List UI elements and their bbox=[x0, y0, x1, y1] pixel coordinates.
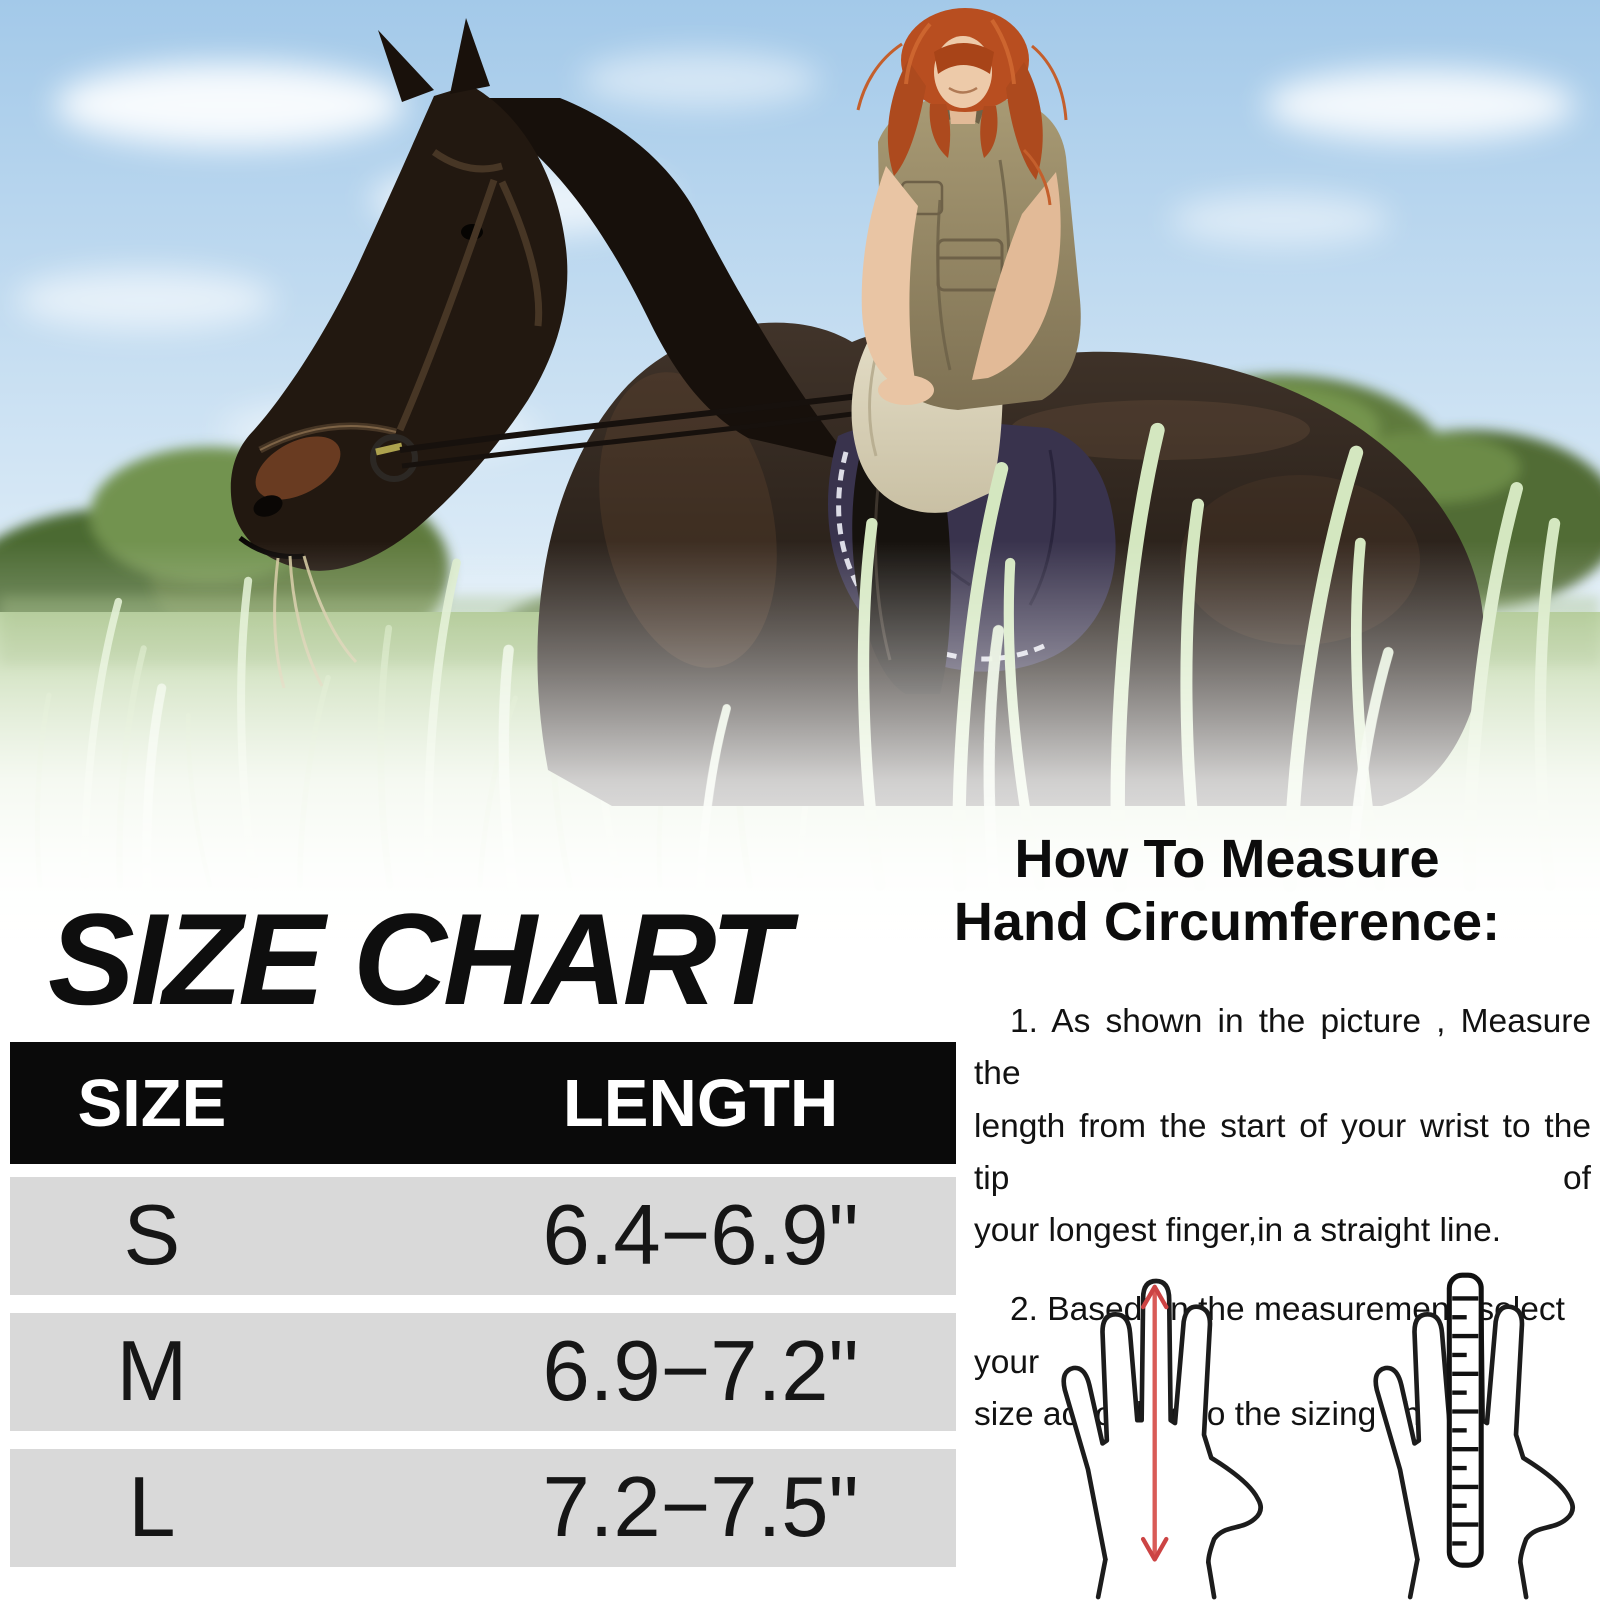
wrist-lines bbox=[1095, 1557, 1217, 1600]
bit bbox=[375, 442, 403, 456]
hand-outline bbox=[1061, 1278, 1263, 1565]
hand-arrow-figure bbox=[1061, 1278, 1263, 1600]
instructions-heading-line2: Hand Circumference: bbox=[953, 891, 1501, 952]
muzzle-patch bbox=[255, 436, 341, 500]
horse-neck-mane bbox=[448, 98, 852, 462]
header-cell-size: SIZE bbox=[77, 1065, 227, 1141]
nostril bbox=[253, 495, 283, 517]
vest-pocket bbox=[936, 238, 1004, 292]
size-cell: L bbox=[128, 1460, 176, 1555]
measure-arrow bbox=[1140, 1284, 1169, 1562]
rider-hair-lock bbox=[1006, 62, 1043, 180]
ruler-strip bbox=[1446, 1272, 1484, 1568]
horse-ear bbox=[450, 18, 490, 94]
step-line: 1. As shown in the picture , Measure the bbox=[974, 1003, 1591, 1093]
step-1: 1. As shown in the picture , Measure the… bbox=[974, 996, 1591, 1257]
horse-ear bbox=[378, 30, 434, 102]
instructions-heading: How To Measure Hand Circumference: bbox=[938, 828, 1516, 953]
rider-arm bbox=[972, 172, 1061, 380]
table-header: SIZE LENGTH bbox=[10, 1042, 956, 1164]
size-cell: M bbox=[116, 1324, 188, 1419]
table-row: L 7.2−7.5" bbox=[10, 1449, 956, 1567]
hand-figures bbox=[1022, 1252, 1582, 1600]
size-chart-title: SIZE CHART bbox=[48, 886, 790, 1032]
rider-hands bbox=[878, 375, 934, 405]
header-cell-length: LENGTH bbox=[562, 1065, 839, 1141]
hand-ruler-figure bbox=[1373, 1272, 1575, 1600]
hero-photo bbox=[0, 0, 1600, 940]
instructions-heading-line1: How To Measure bbox=[1014, 829, 1440, 889]
rider-hair-lock bbox=[887, 60, 926, 176]
size-table: SIZE LENGTH S 6.4−6.9" M 6.9−7.2" L 7.2−… bbox=[10, 1042, 956, 1567]
rider-smile bbox=[948, 86, 978, 94]
length-cell: 7.2−7.5" bbox=[542, 1460, 859, 1555]
reins bbox=[399, 389, 899, 469]
rider-arm bbox=[861, 166, 918, 386]
wrist-lines bbox=[1407, 1557, 1529, 1600]
hero-photo-svg bbox=[0, 0, 1600, 940]
length-cell: 6.4−6.9" bbox=[542, 1188, 859, 1283]
photo-fade bbox=[0, 540, 1600, 940]
table-row: M 6.9−7.2" bbox=[10, 1313, 956, 1431]
size-cell: S bbox=[123, 1188, 181, 1283]
rider bbox=[851, 8, 1081, 694]
step-line: your longest finger,in a straight line. bbox=[974, 1212, 1502, 1249]
ruler-ticks bbox=[1452, 1296, 1479, 1546]
rider-hair-fringe bbox=[934, 43, 994, 74]
step-line: length from the start of your wrist to t… bbox=[974, 1107, 1591, 1197]
bit-ring bbox=[370, 434, 418, 482]
length-cell: 6.9−7.2" bbox=[542, 1324, 859, 1419]
table-row: S 6.4−6.9" bbox=[10, 1177, 956, 1295]
